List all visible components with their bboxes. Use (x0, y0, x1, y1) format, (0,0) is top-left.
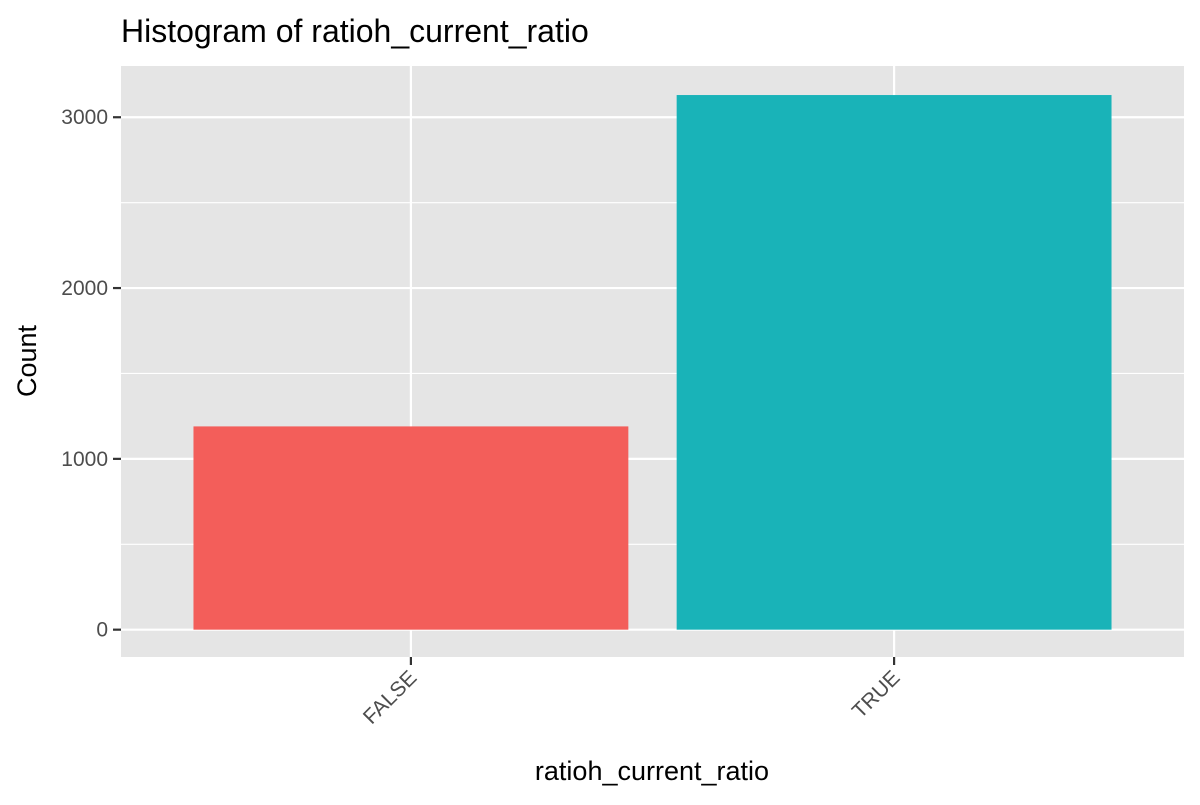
bar-false (193, 426, 629, 630)
x-tick-label: TRUE (848, 666, 905, 723)
bars (193, 95, 1112, 630)
bar-true (676, 95, 1112, 630)
x-axis: FALSE TRUE (359, 657, 905, 729)
y-tick-label: 3000 (61, 106, 108, 129)
chart-title: Histogram of ratioh_current_ratio (121, 13, 589, 49)
x-axis-title: ratioh_current_ratio (535, 756, 769, 786)
y-tick-label: 2000 (61, 277, 108, 300)
y-axis-title: Count (12, 324, 42, 397)
y-axis: 0 1000 2000 3000 (61, 106, 121, 642)
y-tick-label: 1000 (61, 448, 108, 471)
y-tick-label: 0 (96, 619, 108, 642)
x-tick-label: FALSE (359, 666, 421, 728)
